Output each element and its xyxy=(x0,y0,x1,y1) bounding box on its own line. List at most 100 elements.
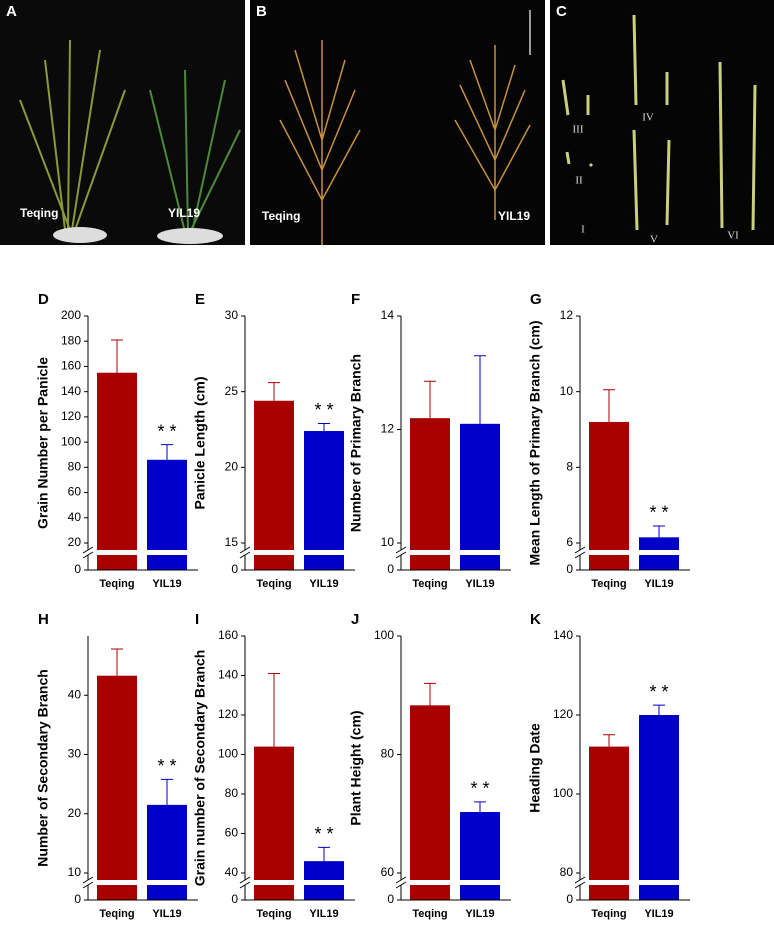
axis-break-gap xyxy=(82,880,190,885)
photo-label: Teqing xyxy=(262,209,300,223)
y-tick-label: 80 xyxy=(381,747,395,761)
y-axis-label: Number of Secondary Branch xyxy=(35,669,51,867)
error-bar xyxy=(318,846,330,862)
significance-mark: * * xyxy=(157,421,176,441)
axis-break-gap xyxy=(574,550,682,555)
x-tick-label: YIL19 xyxy=(465,908,494,920)
bar xyxy=(589,421,629,570)
bar xyxy=(460,423,500,570)
error-bar xyxy=(603,734,615,747)
x-tick-label: YIL19 xyxy=(644,578,673,590)
panel-label: H xyxy=(38,611,49,628)
bar xyxy=(410,418,450,570)
axis-break xyxy=(82,546,94,559)
photo-label: III xyxy=(573,124,584,136)
panel-label: K xyxy=(530,611,541,628)
significance-mark: * * xyxy=(314,400,333,420)
photo-letter: A xyxy=(6,3,17,20)
y-tick-label: 80 xyxy=(68,460,82,474)
y-tick-label: 25 xyxy=(225,384,239,398)
y-tick-label: 100 xyxy=(218,747,238,761)
axis-break xyxy=(574,876,586,889)
panel-label: F xyxy=(351,291,360,308)
significance-mark: * * xyxy=(649,503,668,523)
y-tick-label: 30 xyxy=(225,308,239,322)
error-bar xyxy=(653,525,665,538)
x-tick-label: YIL19 xyxy=(309,578,338,590)
x-tick-label: Teqing xyxy=(256,908,291,920)
photo-c xyxy=(550,0,774,245)
y-tick-label: 60 xyxy=(225,826,239,840)
error-bar xyxy=(424,380,436,419)
error-bar xyxy=(161,778,173,805)
y-tick-label: 12 xyxy=(560,308,574,322)
axis-break-gap xyxy=(395,880,503,885)
y-tick-label: 100 xyxy=(374,628,394,642)
y-tick-label: 40 xyxy=(68,687,82,701)
axis-break xyxy=(82,876,94,889)
y-tick-label: 120 xyxy=(553,707,573,721)
y-tick-label: 0 xyxy=(566,892,573,906)
y-tick-label: 140 xyxy=(61,384,81,398)
x-tick-label: YIL19 xyxy=(309,908,338,920)
y-tick-label: 20 xyxy=(68,535,82,549)
y-tick-label: 12 xyxy=(381,422,395,436)
y-tick-label: 0 xyxy=(231,562,238,576)
error-bar xyxy=(424,682,436,706)
axis-break xyxy=(574,546,586,559)
x-tick-label: Teqing xyxy=(412,578,447,590)
y-tick-label: 80 xyxy=(225,786,239,800)
x-tick-label: Teqing xyxy=(591,908,626,920)
y-tick-label: 160 xyxy=(61,359,81,373)
y-tick-label: 180 xyxy=(61,333,81,347)
axis-break-gap xyxy=(395,550,503,555)
panel-label: G xyxy=(530,291,542,308)
error-bar xyxy=(268,673,280,747)
y-tick-label: 40 xyxy=(68,510,82,524)
y-tick-label: 8 xyxy=(566,460,573,474)
y-tick-label: 200 xyxy=(61,308,81,322)
y-axis-label: Number of Primary Branch xyxy=(348,354,364,532)
y-tick-label: 160 xyxy=(218,628,238,642)
error-bar xyxy=(111,648,123,676)
y-tick-label: 20 xyxy=(68,806,82,820)
y-tick-label: 14 xyxy=(381,308,395,322)
bar xyxy=(97,372,137,570)
y-axis-label: Mean Length of Primary Branch (cm) xyxy=(527,320,543,565)
y-tick-label: 120 xyxy=(61,409,81,423)
y-tick-label: 0 xyxy=(566,562,573,576)
y-tick-label: 100 xyxy=(61,434,81,448)
error-bar xyxy=(653,704,665,715)
x-tick-label: Teqing xyxy=(99,578,134,590)
y-tick-label: 6 xyxy=(566,535,573,549)
photo-label: VI xyxy=(727,230,739,242)
axis-break xyxy=(395,876,407,889)
axis-break xyxy=(239,876,251,889)
panel-label: E xyxy=(195,291,205,308)
photo-label: YIL19 xyxy=(168,206,200,220)
bar xyxy=(304,431,344,570)
photo-label: IV xyxy=(642,112,654,124)
x-tick-label: YIL19 xyxy=(644,908,673,920)
axis-break xyxy=(395,546,407,559)
y-tick-label: 10 xyxy=(68,865,82,879)
x-tick-label: YIL19 xyxy=(152,578,181,590)
y-axis-label: Panicle Length (cm) xyxy=(192,376,208,509)
bar xyxy=(410,705,450,900)
y-tick-label: 10 xyxy=(381,535,395,549)
y-tick-label: 140 xyxy=(218,668,238,682)
y-tick-label: 80 xyxy=(560,865,574,879)
y-tick-label: 0 xyxy=(387,562,394,576)
significance-mark: * * xyxy=(157,756,176,776)
y-tick-label: 60 xyxy=(381,865,395,879)
axis-break-gap xyxy=(82,550,190,555)
error-bar xyxy=(268,382,280,401)
y-tick-label: 40 xyxy=(225,865,239,879)
panel-label: J xyxy=(351,611,359,628)
x-tick-label: YIL19 xyxy=(152,908,181,920)
bar xyxy=(97,675,137,900)
y-axis-label: Grain Number per Panicle xyxy=(35,357,51,529)
plant-sketch xyxy=(19,39,241,244)
error-bar xyxy=(318,422,330,432)
axis-break-gap xyxy=(239,550,347,555)
